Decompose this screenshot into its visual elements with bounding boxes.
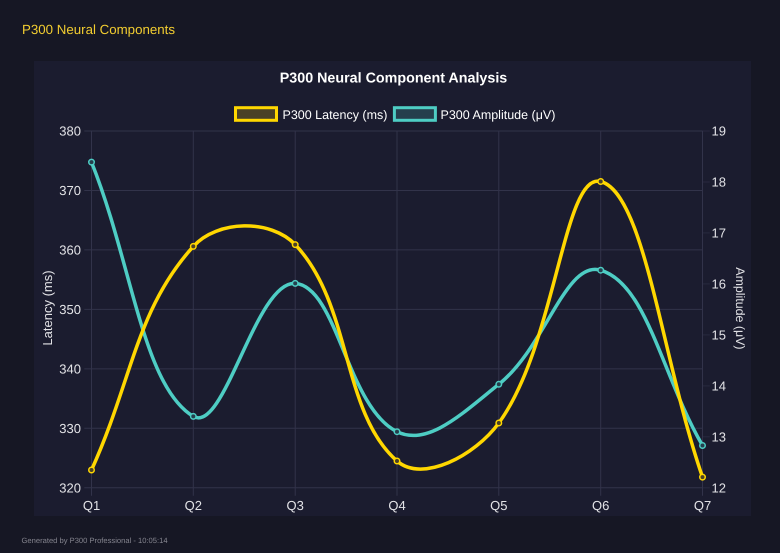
- svg-text:360: 360: [59, 243, 81, 258]
- svg-text:370: 370: [59, 183, 81, 198]
- svg-text:Q5: Q5: [490, 498, 507, 513]
- svg-text:Amplitude (μV): Amplitude (μV): [733, 267, 747, 349]
- svg-text:13: 13: [712, 429, 726, 444]
- svg-text:Q6: Q6: [592, 498, 609, 513]
- svg-text:19: 19: [712, 124, 726, 139]
- svg-text:14: 14: [712, 379, 726, 394]
- svg-text:17: 17: [712, 226, 726, 241]
- svg-text:Q3: Q3: [287, 498, 304, 513]
- svg-text:Q2: Q2: [185, 498, 202, 513]
- svg-text:330: 330: [59, 421, 81, 436]
- svg-text:P300 Amplitude (μV): P300 Amplitude (μV): [441, 108, 556, 122]
- svg-text:P300 Neural Component Analysis: P300 Neural Component Analysis: [280, 71, 508, 87]
- svg-text:Q4: Q4: [388, 498, 405, 513]
- svg-text:12: 12: [712, 480, 726, 495]
- svg-text:P300 Latency (ms): P300 Latency (ms): [283, 108, 388, 122]
- svg-text:320: 320: [59, 480, 81, 495]
- svg-text:Q7: Q7: [694, 498, 711, 513]
- svg-text:Q1: Q1: [83, 498, 100, 513]
- svg-text:Generated by P300 Professional: Generated by P300 Professional - 10:05:1…: [22, 536, 168, 545]
- svg-text:Latency (ms): Latency (ms): [40, 270, 55, 345]
- svg-text:15: 15: [712, 328, 726, 343]
- svg-text:380: 380: [59, 124, 81, 139]
- svg-text:18: 18: [712, 175, 726, 190]
- svg-text:350: 350: [59, 302, 81, 317]
- svg-text:340: 340: [59, 362, 81, 377]
- svg-text:16: 16: [712, 277, 726, 292]
- svg-text:P300 Neural Components: P300 Neural Components: [22, 22, 175, 37]
